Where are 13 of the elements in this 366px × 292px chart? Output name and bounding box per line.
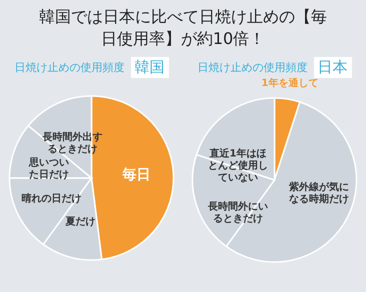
slice-label: 紫外線が気になる時期だけ (288, 181, 350, 206)
slice-label: 晴れの日だけ (21, 192, 82, 204)
slice-label: 夏だけ (64, 216, 96, 228)
chart-subtitle: 韓国 (130, 56, 168, 78)
slice-label: 思いついた日だけ (28, 156, 70, 181)
chart-title: 日焼け止めの使用頻度 (14, 60, 124, 74)
slice-label: 直近1年はほとんど使用していない (208, 147, 268, 184)
chart-title: 日焼け止めの使用頻度 (198, 60, 308, 74)
slice-label: 長時間外にいるときだけ (207, 200, 268, 225)
slice-label: 毎日 (122, 167, 151, 184)
slice-label: 1年を通して (261, 77, 318, 90)
chart-subtitle: 日本 (314, 56, 352, 78)
text: 韓国では日本に比べて日焼け止めの【毎日使用率】が約10倍！ (38, 6, 328, 50)
